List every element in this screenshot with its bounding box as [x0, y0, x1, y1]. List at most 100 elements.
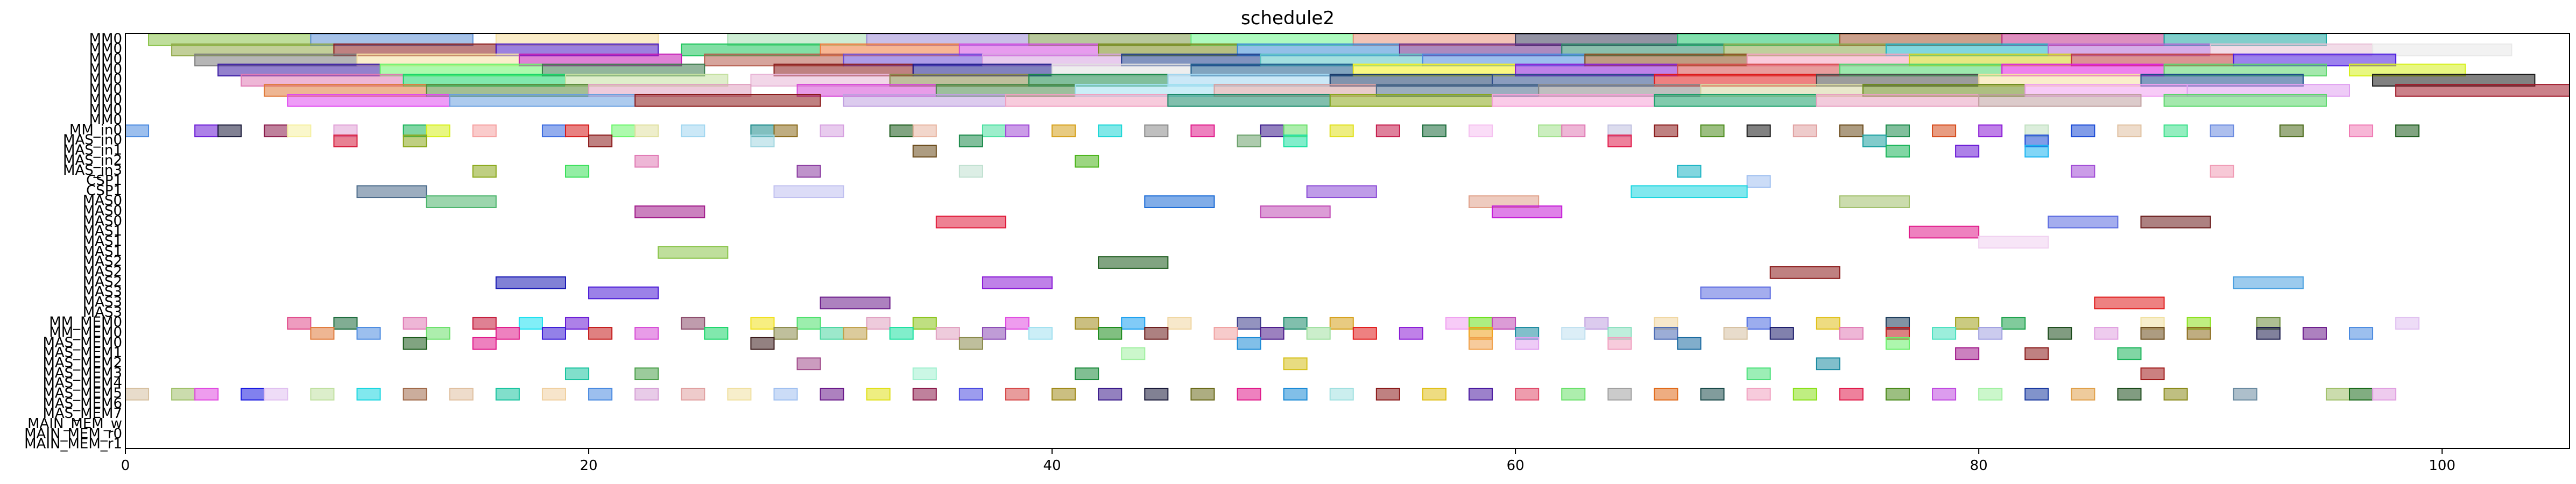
schedule-bar [1839, 195, 1910, 208]
schedule-bar [356, 388, 381, 401]
x-tick-label: 80 [1970, 458, 1988, 474]
schedule-bar [1005, 317, 1030, 330]
schedule-bar [426, 327, 450, 340]
schedule-bar [2140, 327, 2165, 340]
schedule-bar [727, 388, 752, 401]
schedule-bar [588, 327, 613, 340]
schedule-bar [958, 134, 983, 147]
row-label: MAS0 [83, 203, 122, 219]
plot-frame [125, 33, 2570, 449]
row-label: MM0 [89, 102, 122, 118]
schedule-bar [1584, 317, 1609, 330]
row-label: MAS1 [83, 244, 122, 260]
x-tick-label: 0 [121, 458, 130, 474]
row-label: MAIN_MEM_r0 [24, 426, 122, 442]
schedule-bar [1144, 388, 1169, 401]
schedule-bar [2395, 84, 2570, 97]
schedule-bar [1121, 317, 1146, 330]
schedule-bar [773, 388, 798, 401]
schedule-bar [2140, 215, 2211, 229]
x-tick-label: 100 [2429, 458, 2455, 474]
schedule-bar [1978, 236, 2049, 249]
schedule-bar [1445, 317, 1470, 330]
schedule-bar [1237, 134, 1261, 147]
schedule-bar [2163, 94, 2327, 107]
schedule-bar [912, 367, 937, 381]
row-label: MAS_MEM1 [43, 345, 122, 361]
schedule-bar [125, 124, 150, 138]
schedule-bar [1885, 124, 1910, 138]
schedule-bar [1121, 347, 1146, 360]
schedule-bar [472, 165, 497, 178]
row-label: MM0 [89, 61, 122, 77]
schedule-bar [681, 388, 705, 401]
schedule-bar [1700, 124, 1725, 138]
x-tick-label: 60 [1507, 458, 1525, 474]
schedule-bar [1515, 388, 1540, 401]
row-label: MAS1 [83, 233, 122, 250]
schedule-bar [866, 317, 891, 330]
schedule-bar [2024, 347, 2049, 360]
schedule-bar [750, 337, 775, 350]
schedule-bar [1746, 124, 1771, 138]
schedule-bar [2001, 317, 2026, 330]
schedule-bar [1677, 165, 1702, 178]
schedule-bar [1839, 124, 1864, 138]
schedule-bar [820, 327, 844, 340]
schedule-bar [773, 185, 844, 198]
schedule-bar [588, 286, 659, 300]
schedule-bar [1098, 124, 1123, 138]
schedule-bar [2024, 388, 2049, 401]
schedule-bar [958, 337, 983, 350]
schedule-bar [2048, 215, 2119, 229]
schedule-bar [1144, 327, 1169, 340]
schedule-bar [2094, 296, 2165, 310]
row-label: MAS3 [83, 304, 122, 321]
schedule-bar [1607, 134, 1632, 147]
schedule-bar [1075, 367, 1099, 381]
schedule-bar [1723, 327, 1748, 340]
schedule-bar [2395, 124, 2420, 138]
row-label: MAS_MEM0 [43, 334, 122, 351]
schedule-bar [2071, 165, 2095, 178]
schedule-bar [2140, 367, 2165, 381]
schedule-bar [2048, 327, 2072, 340]
schedule-bar [889, 124, 914, 138]
schedule-bar [982, 327, 1006, 340]
x-tick-label: 20 [580, 458, 597, 474]
schedule-bar [2024, 145, 2049, 158]
schedule-bar [287, 94, 450, 107]
schedule-bar [2094, 327, 2119, 340]
schedule-bar [449, 94, 636, 107]
schedule-bar [1260, 327, 1285, 340]
schedule-bar [1955, 347, 1980, 360]
schedule-bar [495, 276, 566, 289]
schedule-bar [564, 317, 590, 330]
schedule-bar [982, 276, 1053, 289]
schedule-bar [634, 94, 821, 107]
schedule-bar [1005, 124, 1030, 138]
schedule-bar [449, 388, 474, 401]
schedule-bar [843, 327, 867, 340]
schedule-bar [1144, 124, 1169, 138]
schedule-bar [171, 388, 196, 401]
schedule-bar [541, 327, 566, 340]
schedule-bar [264, 388, 288, 401]
row-label: MM0 [89, 82, 122, 98]
schedule-bar [1561, 124, 1586, 138]
row-label: MAS0 [83, 213, 122, 229]
schedule-bar [866, 388, 891, 401]
schedule-bar [1237, 388, 1261, 401]
schedule-bar [681, 124, 705, 138]
schedule-bar [194, 388, 219, 401]
schedule-bar [1746, 175, 1771, 188]
schedule-bar [1190, 124, 1215, 138]
schedule-bar [889, 327, 914, 340]
schedule-bar [403, 317, 427, 330]
row-label: MM0 [89, 72, 122, 88]
schedule-bar [750, 317, 775, 330]
schedule-bar [1375, 124, 1400, 138]
schedule-bar [1469, 388, 1493, 401]
schedule-bar [2163, 124, 2188, 138]
schedule-bar [1932, 327, 1957, 340]
